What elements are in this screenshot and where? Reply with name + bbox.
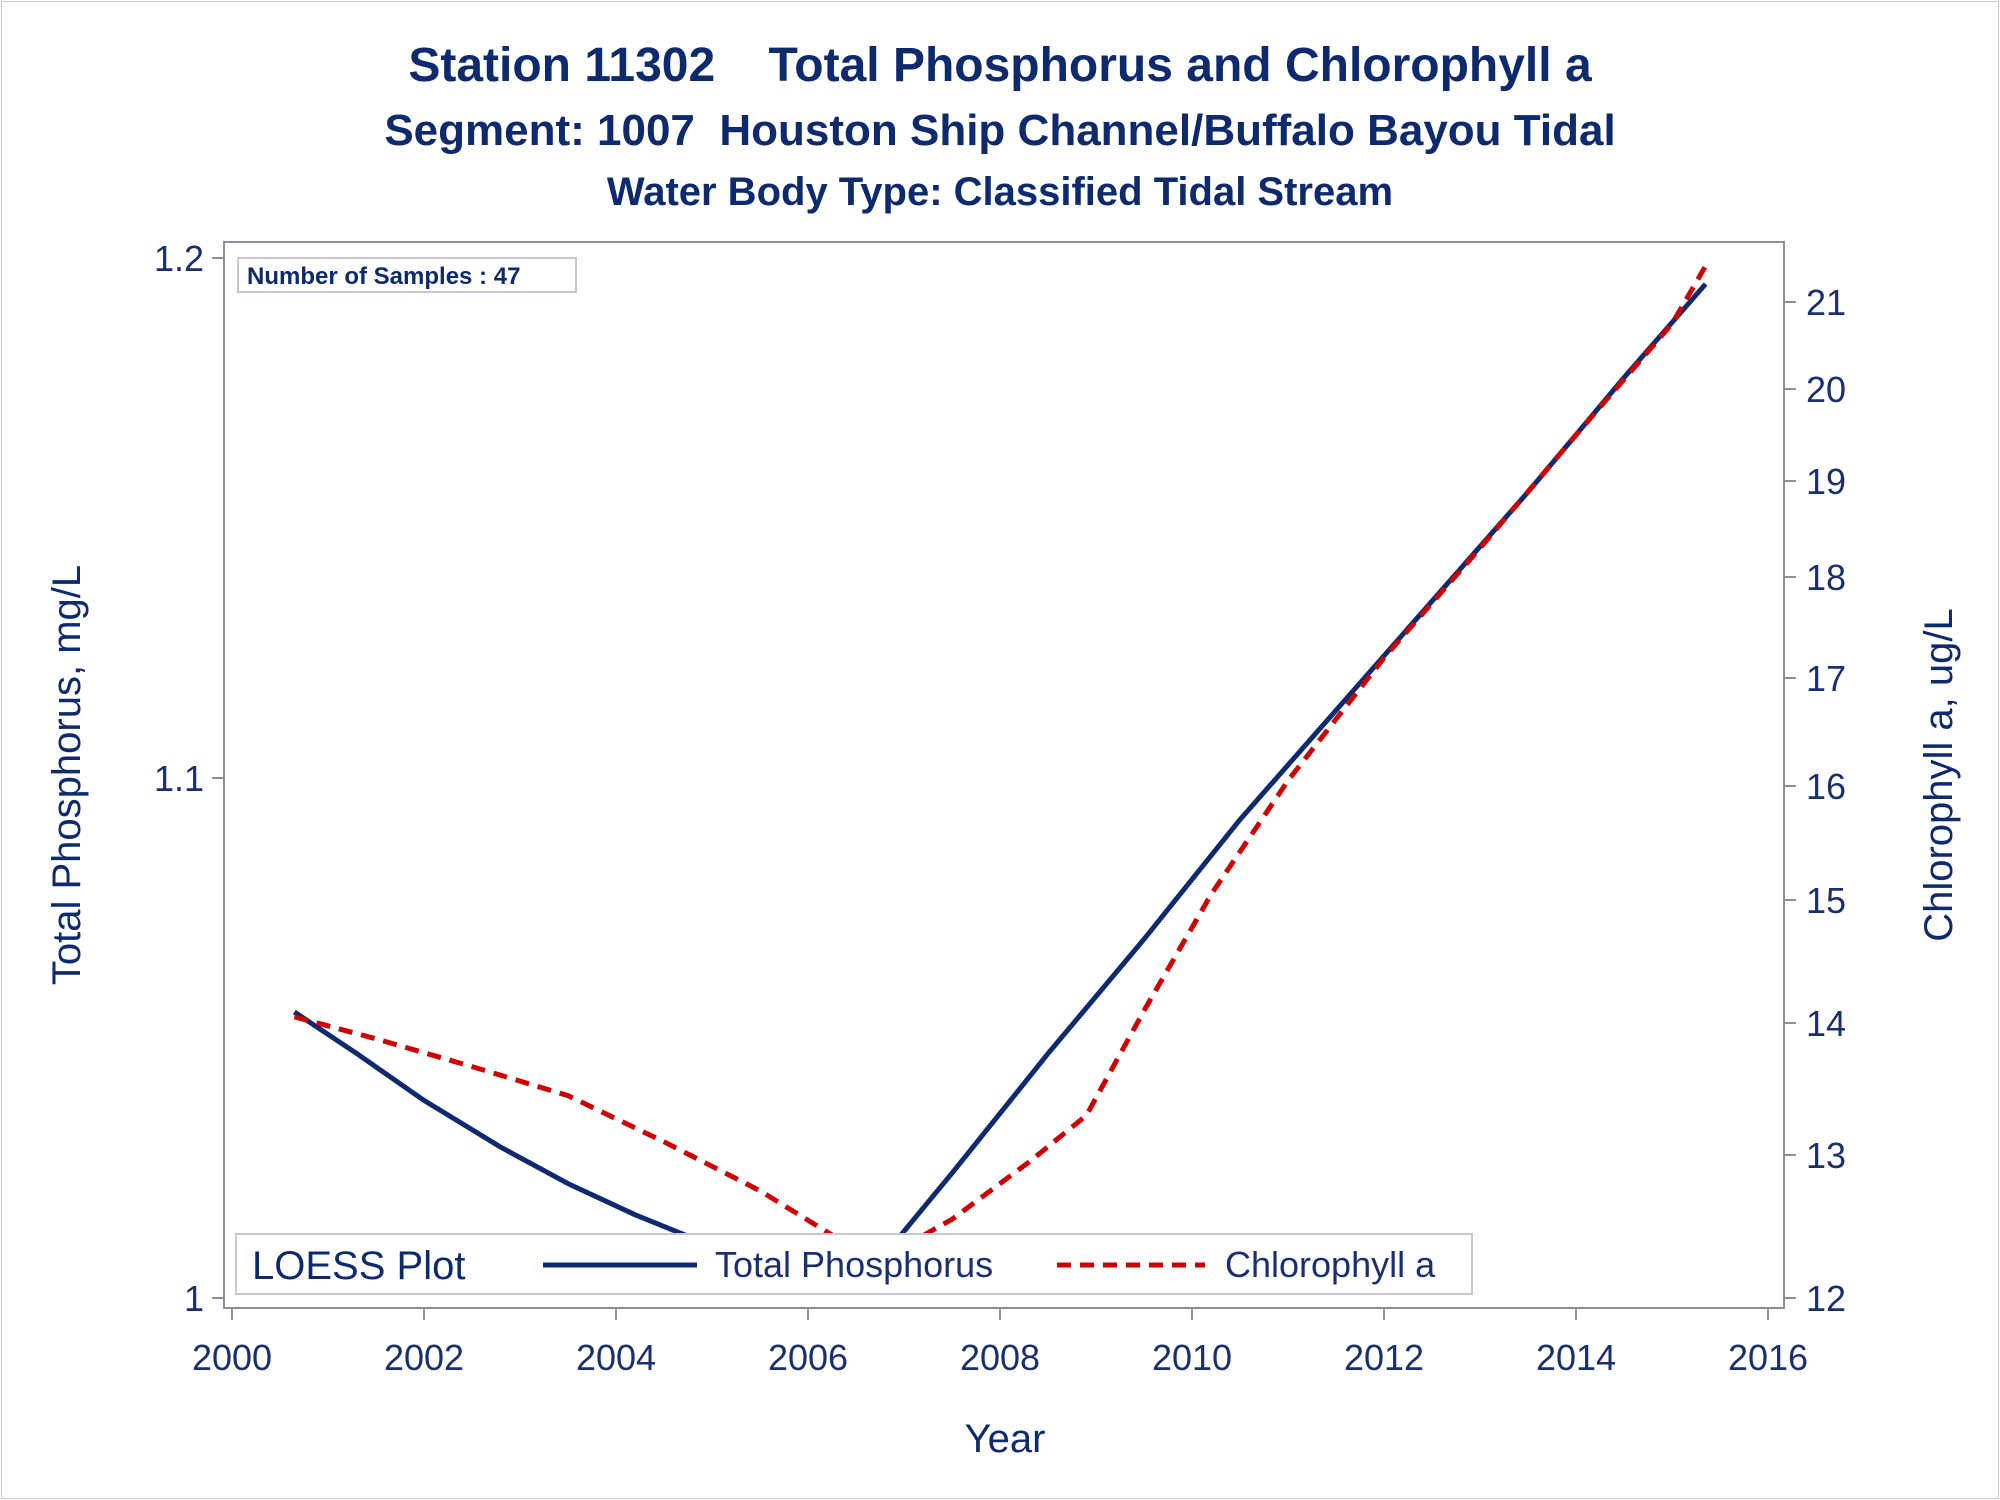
- x-tick-label: 2000: [192, 1337, 272, 1378]
- chart-subtitle: Segment: 1007 Houston Ship Channel/Buffa…: [384, 106, 1616, 155]
- sample-count-label: Number of Samples : 47: [247, 263, 520, 290]
- chart-subtitle-2: Water Body Type: Classified Tidal Stream: [606, 170, 1394, 214]
- legend-box: [235, 1233, 1473, 1295]
- x-tick-label: 2004: [576, 1337, 656, 1378]
- y-right-tick-label: 13: [1806, 1135, 1846, 1176]
- y-right-tick-label: 17: [1806, 658, 1846, 699]
- y-right-tick-label: 20: [1806, 369, 1846, 410]
- y-right-tick-label: 19: [1806, 461, 1846, 502]
- y-right-tick-label: 15: [1806, 880, 1846, 921]
- y-left-tick-label: 1.2: [154, 238, 204, 279]
- x-tick-label: 2016: [1728, 1337, 1808, 1378]
- y-right-tick-label: 16: [1806, 766, 1846, 807]
- legend-title: LOESS Plot: [252, 1244, 465, 1288]
- y-right-tick-label: 18: [1806, 557, 1846, 598]
- y-axis-label-left: Total Phosphorus, mg/L: [45, 565, 89, 985]
- y-axis-label-right: Chlorophyll a, ug/L: [1917, 608, 1961, 942]
- sample-count-box: [237, 257, 577, 293]
- x-tick-label: 2008: [960, 1337, 1040, 1378]
- y-left-tick-label: 1: [184, 1278, 204, 1319]
- x-tick-label: 2012: [1344, 1337, 1424, 1378]
- x-tick-label: 2010: [1152, 1337, 1232, 1378]
- series-line-chlorophyll-a: [293, 264, 1708, 1265]
- y-right-tick-label: 12: [1806, 1278, 1846, 1319]
- x-tick-label: 2014: [1536, 1337, 1616, 1378]
- legend-label-total-phosphorus: Total Phosphorus: [715, 1244, 993, 1285]
- x-axis-label: Year: [965, 1417, 1046, 1461]
- y-right-tick-label: 14: [1806, 1003, 1846, 1044]
- chart-title: Station 11302 Total Phosphorus and Chlor…: [408, 39, 1592, 92]
- x-tick-label: 2006: [768, 1337, 848, 1378]
- legend-label-chlorophyll-a: Chlorophyll a: [1225, 1244, 1436, 1285]
- x-tick-label: 2002: [384, 1337, 464, 1378]
- plot-area: [223, 241, 1785, 1309]
- y-left-tick-label: 1.1: [154, 758, 204, 799]
- y-right-tick-label: 21: [1806, 282, 1846, 323]
